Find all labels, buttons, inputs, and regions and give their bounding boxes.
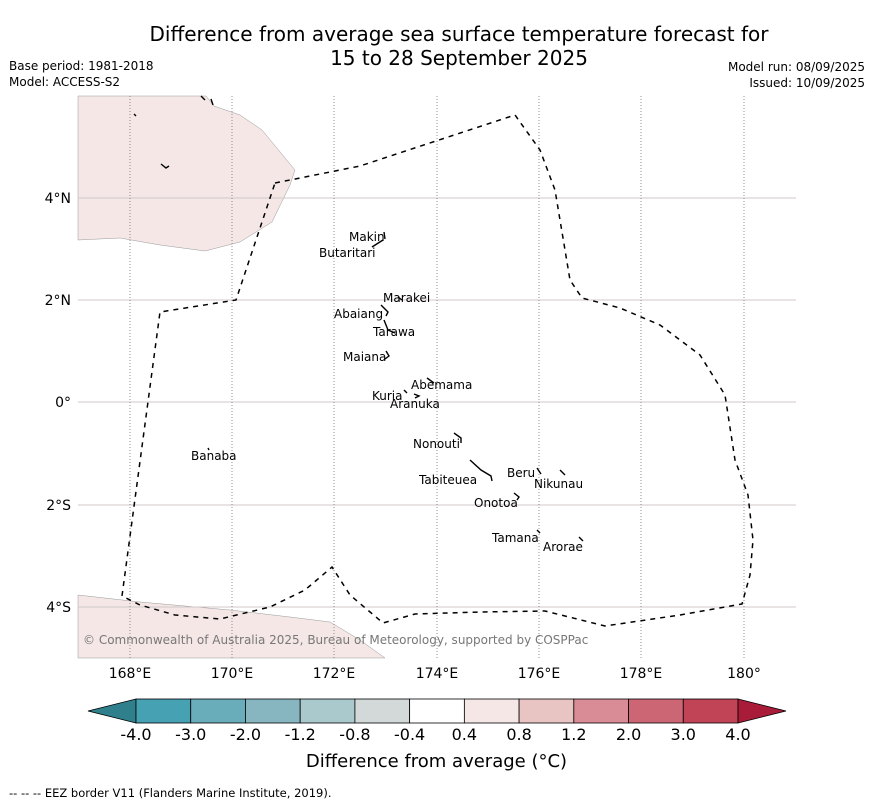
colorbar-segment xyxy=(299,698,356,724)
island-nw-1 xyxy=(133,113,137,117)
colorbar-ticks: -4.0 -3.0 -2.0 -1.2 -0.8 -0.4 0.4 0.8 1.2 2.0 3.0 4… xyxy=(120,725,750,744)
issued-date: Issued: 10/09/2025 xyxy=(749,76,865,90)
colorbar-tick-label: -1.2 xyxy=(285,725,316,744)
place-beru: Beru xyxy=(507,466,535,480)
colorbar-segment xyxy=(463,698,520,724)
colorbar-tick-label: 3.0 xyxy=(671,725,696,744)
colorbar-tick-label: 2.0 xyxy=(616,725,641,744)
island-nikunau xyxy=(559,469,566,476)
eez-border xyxy=(121,114,754,627)
colorbar-tick-label: -0.8 xyxy=(339,725,370,744)
place-maiana: Maiana xyxy=(343,350,386,364)
colorbar-extend-high xyxy=(737,698,787,724)
island-abemama xyxy=(426,377,435,384)
map-title: Difference from average sea surface temp… xyxy=(0,22,873,70)
colorbar-segment xyxy=(682,698,739,724)
lat-label-4n: 4°N xyxy=(45,191,71,207)
land-south-west xyxy=(77,594,386,659)
colorbar-tick-label: -2.0 xyxy=(230,725,261,744)
map-panel xyxy=(77,95,796,659)
colorbar-segment xyxy=(245,698,301,724)
colorbar-tick-label: 4.0 xyxy=(725,725,750,744)
place-tarawa: Tarawa xyxy=(372,325,415,339)
place-nikunau: Nikunau xyxy=(534,477,583,491)
place-kuria: Kuria xyxy=(372,389,403,403)
lon-label-174e: 174°E xyxy=(416,666,459,682)
map-title-line1: Difference from average sea surface temp… xyxy=(149,22,769,46)
colorbar-segment xyxy=(628,698,684,724)
colorbar-extend-low xyxy=(87,698,137,724)
lat-label-2s: 2°S xyxy=(46,498,71,514)
meta-left: Base period: 1981-2018 Model: ACCESS-S2 xyxy=(9,58,154,90)
colorbar-tick-label: -3.0 xyxy=(175,725,206,744)
island-tarawa xyxy=(383,319,396,334)
place-marakei: Marakei xyxy=(383,291,430,305)
colorbar-tick-label: 1.2 xyxy=(561,725,586,744)
island-abaiang xyxy=(380,304,389,317)
island-nw-2 xyxy=(160,163,170,169)
meta-right: Model run: 08/09/2025 Issued: 10/09/2025 xyxy=(728,59,865,91)
colorbar-tick-label: 0.8 xyxy=(506,725,531,744)
place-abaiang: Abaiang xyxy=(334,307,383,321)
land-north-west xyxy=(77,95,296,252)
lat-label-0: 0° xyxy=(55,395,71,411)
island-tamana xyxy=(536,529,541,534)
colorbar-segment xyxy=(573,698,629,724)
island-banaba xyxy=(207,447,210,451)
colorbar-segment xyxy=(354,698,411,724)
island-marakei xyxy=(397,296,403,301)
lon-label-172e: 172°E xyxy=(313,666,356,682)
colorbar-tick-label: 0.4 xyxy=(452,725,477,744)
island-tabiteuea xyxy=(469,459,493,482)
map-title-line2: 15 to 28 September 2025 xyxy=(330,46,588,70)
colorbar-segment xyxy=(135,698,192,724)
base-period: Base period: 1981-2018 xyxy=(9,59,154,73)
place-tabiteuea: Tabiteuea xyxy=(418,473,477,487)
island-beru xyxy=(536,467,542,475)
place-banaba: Banaba xyxy=(191,449,237,463)
colorbar-label: Difference from average (°C) xyxy=(0,751,873,772)
island-kuria xyxy=(403,389,408,394)
lon-label-180: 180° xyxy=(727,666,761,682)
island-butaritari xyxy=(371,239,384,248)
place-arorae: Arorae xyxy=(543,540,583,554)
island-maiana xyxy=(384,350,390,360)
lat-label-4s: 4°S xyxy=(46,600,71,616)
place-onotoa: Onotoa xyxy=(474,496,518,510)
copyright-notice: © Commonwealth of Australia 2025, Bureau… xyxy=(83,633,588,647)
islands xyxy=(133,95,584,542)
place-nonouti: Nonouti xyxy=(413,437,460,451)
model-run: Model run: 08/09/2025 xyxy=(727,60,865,74)
place-labels: Makin Butaritari Marakei Abaiang Tarawa … xyxy=(191,230,583,554)
island-makin xyxy=(383,231,386,240)
island-nonouti xyxy=(453,432,462,443)
footnote-eez: -- -- -- EEZ border V11 (Flanders Marine… xyxy=(9,786,332,800)
lon-label-176e: 176°E xyxy=(518,666,561,682)
place-aranuka: Aranuka xyxy=(390,397,440,411)
colorbar-segment xyxy=(190,698,246,724)
lat-label-2n: 2°N xyxy=(45,293,71,309)
model-name: Model: ACCESS-S2 xyxy=(9,75,121,89)
place-butaritari: Butaritari xyxy=(319,246,376,260)
colorbar xyxy=(87,698,787,724)
island-onotoa xyxy=(513,492,520,501)
colorbar-segment xyxy=(409,698,465,724)
place-tamana: Tamana xyxy=(491,531,539,545)
lon-label-170e: 170°E xyxy=(211,666,254,682)
island-aranuka xyxy=(413,393,421,399)
lon-labels: 168°E 170°E 172°E 174°E 176°E 178°E 180° xyxy=(109,666,761,682)
island-arorae xyxy=(578,536,584,542)
island-nw-3 xyxy=(200,95,214,106)
lon-label-168e: 168°E xyxy=(109,666,152,682)
place-abemama: Abemama xyxy=(411,378,472,392)
colorbar-tick-label: -0.4 xyxy=(394,725,425,744)
lon-label-178e: 178°E xyxy=(620,666,663,682)
lon-gridlines xyxy=(129,96,745,658)
colorbar-segment xyxy=(518,698,575,724)
colorbar-label-text: Difference from average (°C) xyxy=(305,751,568,772)
place-makin: Makin xyxy=(349,230,385,244)
lat-labels: 4°N 2°N 0° 2°S 4°S xyxy=(45,191,72,616)
colorbar-tick-label: -4.0 xyxy=(120,725,151,744)
